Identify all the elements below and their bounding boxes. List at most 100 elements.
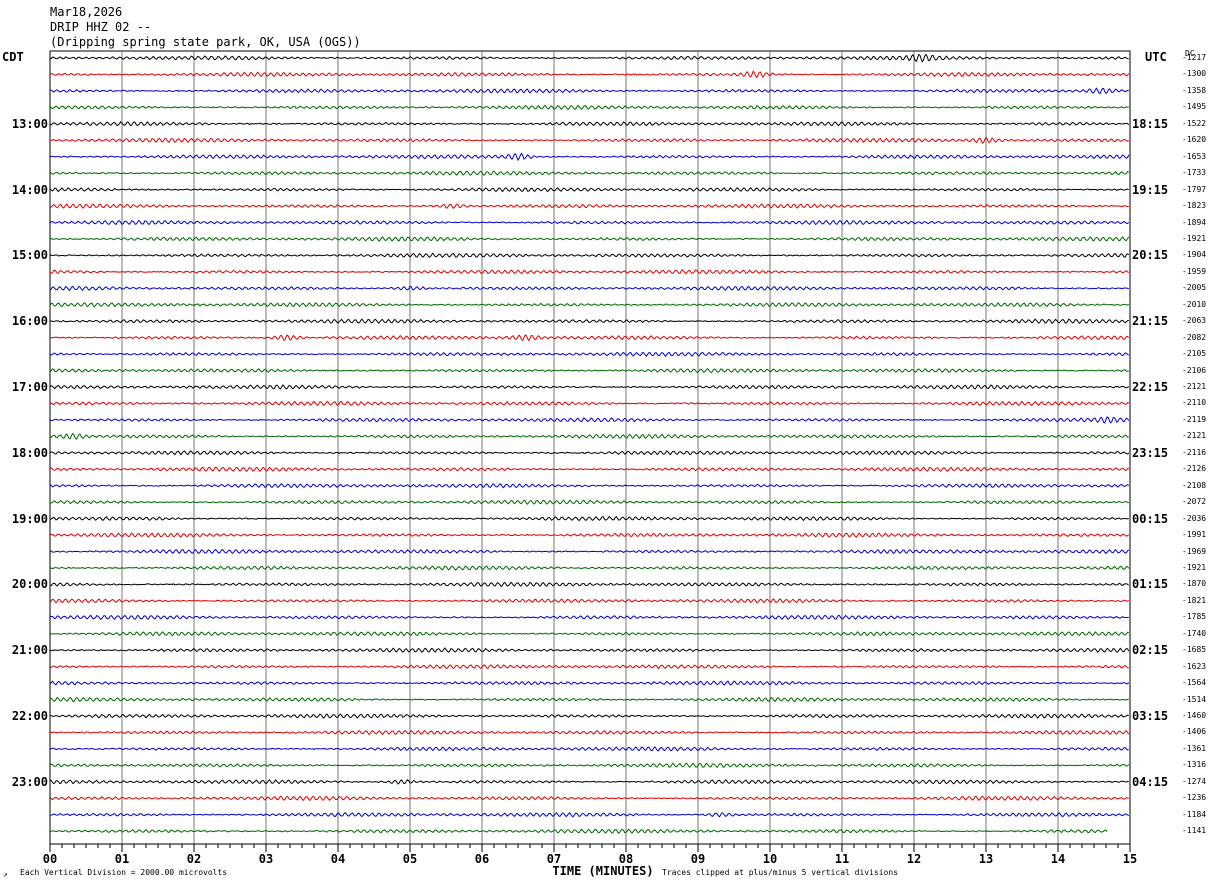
dc-offset-label: -1904 — [1182, 250, 1207, 260]
dc-offset-label: -1361 — [1182, 743, 1207, 753]
dc-offset-label: -1623 — [1182, 661, 1207, 671]
trace-line — [49, 499, 1129, 505]
trace-line — [49, 170, 1129, 176]
x-tick-label: 12 — [906, 852, 922, 866]
cdt-hour-label: 21:00 — [11, 643, 48, 658]
dc-offset-label: -1141 — [1182, 826, 1207, 836]
dc-offset-label: -1740 — [1182, 628, 1207, 638]
dc-offset-label: -1823 — [1182, 201, 1207, 211]
dc-offset-label: -2108 — [1182, 480, 1207, 490]
dc-offset-label: -2082 — [1182, 332, 1207, 342]
utc-axis-title: UTC — [1145, 50, 1167, 64]
utc-hour-label: 18:15 — [1132, 116, 1169, 131]
dc-offset-label: -2072 — [1182, 497, 1207, 507]
x-tick-label: 02 — [186, 852, 202, 866]
trace-line — [49, 136, 1130, 144]
dc-offset-label: -1959 — [1182, 266, 1207, 276]
trace-line — [49, 432, 1129, 440]
cdt-hour-label: 22:00 — [11, 709, 48, 723]
dc-offset-label: -2119 — [1182, 414, 1207, 424]
utc-hour-label: 00:15 — [1132, 511, 1169, 526]
x-tick-label: 11 — [834, 852, 850, 866]
trace-line — [49, 219, 1130, 226]
x-tick-label: 10 — [762, 852, 778, 866]
trace-line — [49, 351, 1130, 358]
x-tick-label: 13 — [978, 852, 994, 866]
trace-line — [49, 548, 1130, 555]
dc-offset-label: -1921 — [1182, 562, 1207, 572]
cdt-axis-title: CDT — [2, 50, 24, 64]
trace-line — [49, 87, 1129, 95]
trace-line — [49, 53, 1129, 63]
trace-line — [49, 318, 1129, 324]
dc-offset-label: -1236 — [1182, 793, 1207, 803]
x-tick-label: 06 — [474, 852, 490, 866]
trace-line — [49, 334, 1130, 342]
dc-offset-label: -2126 — [1182, 464, 1207, 474]
utc-hour-label: 20:15 — [1132, 248, 1169, 263]
trace-line — [49, 581, 1130, 588]
location-label: (Dripping spring state park, OK, USA (OG… — [50, 35, 361, 49]
dc-offset-label: -2121 — [1182, 382, 1207, 391]
dc-offset-label: -1316 — [1182, 760, 1207, 770]
trace-line — [49, 532, 1130, 538]
dc-offset-label: -2005 — [1182, 283, 1207, 293]
dc-offset-label: -1894 — [1182, 217, 1207, 227]
trace-line — [49, 795, 1129, 802]
plot-frame — [49, 50, 1131, 845]
trace-line — [49, 614, 1129, 621]
dc-offset-label: -2036 — [1182, 513, 1207, 523]
dc-offset-label: -2105 — [1182, 349, 1207, 359]
trace-line — [49, 812, 1130, 818]
dc-offset-label: -1358 — [1182, 85, 1207, 95]
dc-offset-label: -1406 — [1182, 727, 1207, 737]
cdt-hour-label: 13:00 — [11, 116, 48, 131]
dc-offset-label: -1184 — [1182, 809, 1207, 819]
trace-line — [49, 762, 1130, 769]
trace-line — [49, 400, 1130, 407]
station-label: DRIP HHZ 02 -- — [50, 20, 152, 34]
dc-offset-label: -2110 — [1182, 398, 1207, 408]
trace-line — [49, 121, 1130, 127]
trace-line — [49, 713, 1129, 719]
trace-line — [49, 236, 1130, 242]
dc-offset-label: -1921 — [1182, 233, 1207, 243]
dc-offset-label: -1653 — [1182, 151, 1207, 161]
dc-offset-label: -2106 — [1182, 365, 1207, 375]
trace-line — [49, 367, 1129, 374]
dc-offset-label: -1564 — [1182, 678, 1207, 688]
dc-offset-label: -1733 — [1182, 168, 1207, 178]
utc-hour-label: 22:15 — [1132, 380, 1169, 394]
trace-line — [49, 302, 1129, 308]
x-tick-label: 05 — [402, 852, 418, 866]
dc-offset-label: -2121 — [1182, 431, 1207, 441]
dc-offset-label: -2010 — [1182, 299, 1207, 309]
trace-line — [49, 384, 1130, 390]
trace-line — [49, 70, 1130, 79]
x-tick-label: 09 — [690, 852, 706, 866]
trace-line — [49, 252, 1130, 258]
scale-note: Each Vertical Division = 2000.00 microvo… — [20, 868, 228, 877]
dc-offset-label: -1991 — [1182, 530, 1207, 540]
utc-hour-label: 02:15 — [1132, 643, 1169, 658]
dc-offset-label: -1460 — [1182, 711, 1207, 720]
utc-hour-label: 19:15 — [1132, 182, 1169, 197]
dc-offset-label: -1821 — [1182, 595, 1207, 605]
dc-offset-label: -1685 — [1182, 645, 1207, 655]
cdt-hour-label: 19:00 — [11, 511, 48, 526]
dc-offset-label: -1870 — [1182, 579, 1207, 589]
trace-line — [49, 416, 1130, 424]
dc-offset-label: -1969 — [1182, 546, 1207, 556]
trace-line — [49, 152, 1130, 162]
trace-line — [49, 565, 1130, 571]
x-tick-label: 07 — [546, 852, 562, 866]
cdt-hour-label: 14:00 — [11, 182, 48, 197]
dc-offset-label: -2063 — [1182, 316, 1207, 326]
dc-offset-label: -1797 — [1182, 184, 1207, 194]
clip-note: Traces clipped at plus/minus 5 vertical … — [662, 868, 899, 877]
x-axis-title: TIME (MINUTES) — [552, 864, 654, 878]
dc-offset-label: -1274 — [1182, 776, 1207, 786]
trace-line — [49, 515, 1129, 522]
x-tick-label: 03 — [258, 852, 274, 866]
dc-column-title: DC — [1185, 49, 1195, 58]
